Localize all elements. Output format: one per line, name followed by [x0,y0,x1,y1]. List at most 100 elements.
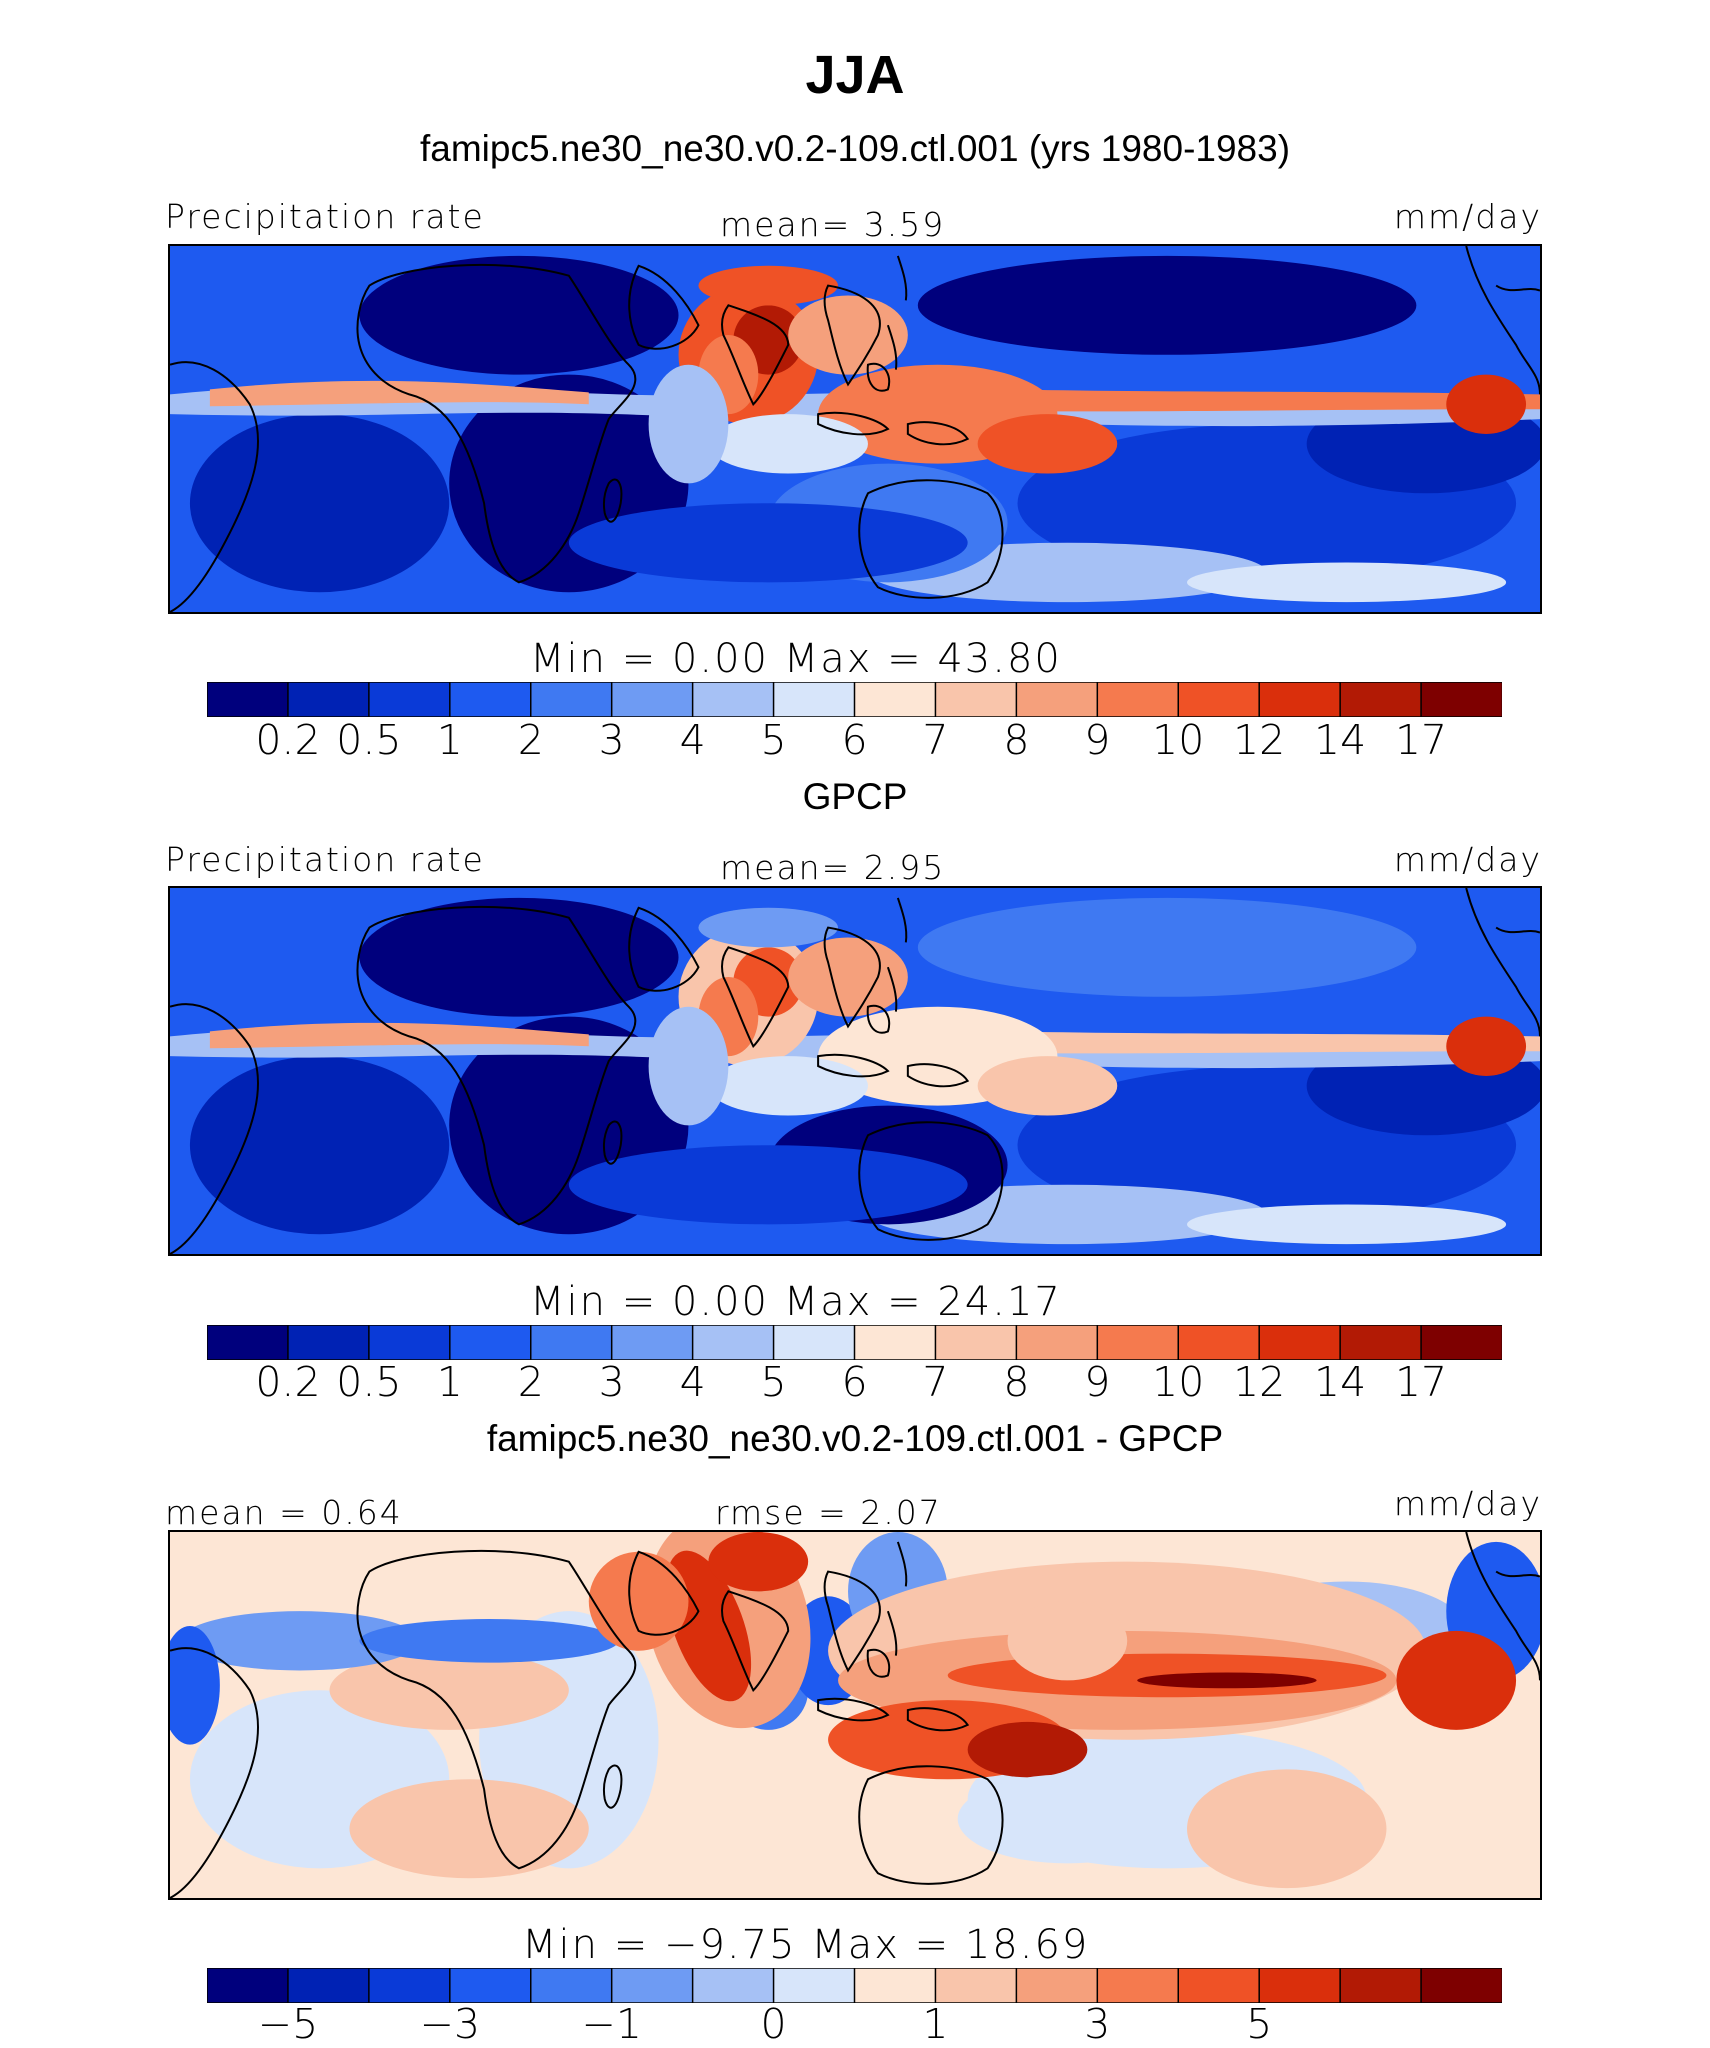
coastline [896,1541,908,1587]
colorbar-tick-label: 1 [436,1358,463,1406]
colorbar-swatch [287,1325,371,1360]
contour-region [1137,1672,1317,1689]
panel2-units-label: mm/day [1393,840,1542,879]
coastline [628,906,700,992]
contour-region [189,1056,450,1235]
panel1-map [168,244,1542,614]
colorbar-swatch [934,1968,1018,2003]
panel1-colorbar-ticks: 0.2 0.5 1 2 3 4 5 6 7 8 9 10 12 14 17 [0,716,1710,766]
contour-band [209,1022,589,1049]
contour-region [665,1550,752,1702]
colorbar-tick-label: 4 [679,1358,706,1406]
coastline [886,324,898,370]
contour-region [788,937,908,1017]
colorbar-swatch [1177,1968,1261,2003]
contour-region [1446,1016,1527,1076]
colorbar-swatch [287,1968,371,2003]
colorbar-tick-label: 6 [841,1358,868,1406]
colorbar-tick-label: 10 [1152,1358,1205,1406]
contour-region [568,503,968,583]
contour-region [977,414,1118,474]
coastline [896,255,908,301]
panel3-minmax: Min = −9.75 Max = 18.69 [522,1922,1090,1968]
colorbar-swatch [1420,1968,1502,2003]
colorbar-swatch [610,1968,694,2003]
colorbar-swatch [368,1968,452,2003]
coastline [823,1570,881,1673]
coastline [1465,246,1540,395]
coastline [823,284,881,387]
panel3-units-label: mm/day [1393,1484,1542,1523]
contour-region [708,1056,868,1116]
colorbar-tick-label: −5 [257,2000,319,2048]
colorbar-swatch [1339,1325,1423,1360]
coastline [866,1004,891,1034]
colorbar-tick-label: 2 [517,716,544,764]
colorbar-swatch [772,682,856,717]
colorbar-swatch [610,682,694,717]
colorbar-swatch [1420,682,1502,717]
panel3-mean-label: mean = 0.64 [165,1493,403,1532]
coastline [1465,888,1540,1037]
contour-region [349,1779,589,1879]
colorbar-swatch [449,682,532,717]
colorbar-tick-label: 17 [1394,1358,1448,1406]
colorbar-swatch [207,1325,290,1360]
coastline [1495,284,1540,292]
colorbar-tick-label: 0.2 [255,716,321,764]
colorbar-tick-label: 0.5 [336,716,402,764]
coastline [170,361,259,612]
coastline [817,411,890,436]
colorbar-tick-label: 9 [1084,716,1111,764]
colorbar-swatch [1177,1325,1261,1360]
colorbar-tick-label: −3 [419,2000,481,2048]
coastline [356,905,637,1226]
colorbar-swatch [530,1968,613,2003]
contour-band [209,380,589,407]
coastline [866,1648,891,1678]
colorbar-swatch [772,1968,856,2003]
contour-region [359,255,679,375]
colorbar-swatch [934,1325,1018,1360]
colorbar-tick-label: 3 [598,1358,625,1406]
colorbar-tick-label: 5 [760,1358,787,1406]
figure-title: JJA [805,45,905,105]
colorbar-swatch [1258,682,1342,717]
panel3-rmse-label: rmse = 2.07 [715,1493,942,1532]
panel2-colorbar-ticks: 0.2 0.5 1 2 3 4 5 6 7 8 9 10 12 14 17 [0,1358,1710,1408]
contour-region [708,414,868,474]
coastline [721,1590,790,1692]
panel3-heading: famipc5.ne30_ne30.v0.2-109.ctl.001 - GPC… [486,1418,1224,1459]
colorbar-swatch [368,682,452,717]
coastline [721,946,790,1048]
colorbar-swatch [853,682,937,717]
coastline [866,362,891,392]
contour-region [1187,562,1507,603]
colorbar-tick-label: 14 [1314,1358,1367,1406]
colorbar-tick-label: 4 [679,716,706,764]
colorbar-swatch [691,1325,775,1360]
colorbar-swatch [610,1325,694,1360]
contour-region [967,1721,1088,1778]
coastline [817,1697,890,1722]
colorbar-swatch [1177,682,1261,717]
panel3-colorbar [207,1968,1502,2003]
contour-region [788,295,908,375]
colorbar-tick-label: 6 [841,716,868,764]
contour-region [568,1145,968,1225]
contour-region [698,265,839,306]
colorbar-tick-label: 8 [1003,1358,1030,1406]
contour-region [648,364,729,484]
colorbar-swatch [691,682,775,717]
coastline [170,1003,259,1254]
colorbar-swatch [772,1325,856,1360]
coastline [628,1550,700,1636]
contour-region [179,1611,420,1671]
coastline [817,1053,890,1078]
coastline [356,263,637,584]
panel1-colorbar [207,682,1502,717]
colorbar-tick-label: 5 [760,716,787,764]
coastline [721,304,790,406]
coastline [1465,1532,1540,1681]
panel2-colorbar [207,1325,1502,1360]
